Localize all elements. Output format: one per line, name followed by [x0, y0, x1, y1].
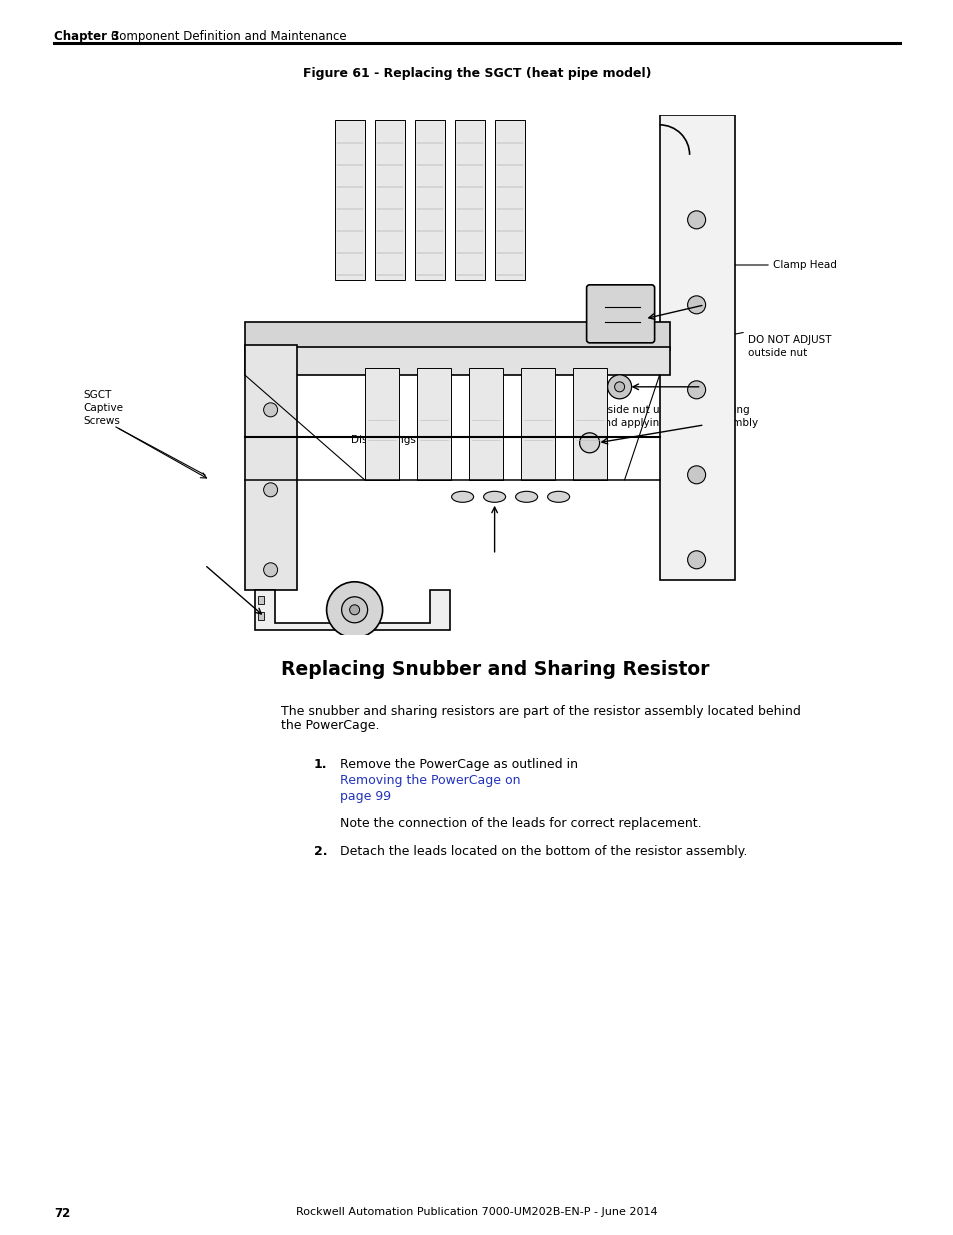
Bar	[375, 120, 404, 280]
Text: Figure 61 - Replacing the SGCT (heat pipe model): Figure 61 - Replacing the SGCT (heat pip…	[302, 67, 651, 80]
Text: Rockwell Automation Publication 7000-UM202B-EN-P - June 2014: Rockwell Automation Publication 7000-UM2…	[295, 1207, 658, 1216]
Bar	[494, 120, 524, 280]
Text: the PowerCage.: the PowerCage.	[281, 719, 379, 732]
Bar	[572, 368, 606, 480]
Bar	[244, 345, 296, 590]
Circle shape	[341, 597, 367, 622]
Text: Inside nut used for loosening
and applying load to assembly: Inside nut used for loosening and applyi…	[598, 405, 758, 429]
Bar	[244, 322, 669, 350]
Ellipse shape	[451, 492, 473, 503]
Text: 2.: 2.	[314, 845, 327, 858]
Text: Clamp Head: Clamp Head	[772, 261, 836, 270]
Bar	[257, 595, 263, 604]
Text: Component Definition and Maintenance: Component Definition and Maintenance	[111, 30, 346, 43]
Text: The snubber and sharing resistors are part of the resistor assembly located behi: The snubber and sharing resistors are pa…	[281, 705, 800, 718]
Circle shape	[614, 382, 624, 391]
Bar	[416, 368, 450, 480]
Bar	[364, 368, 398, 480]
Circle shape	[607, 374, 631, 399]
Text: DO NOT ADJUST
outside nut: DO NOT ADJUST outside nut	[747, 335, 831, 358]
Circle shape	[687, 380, 705, 399]
Text: SGCT
Captive
Screws: SGCT Captive Screws	[83, 390, 123, 426]
FancyBboxPatch shape	[586, 285, 654, 343]
Bar	[455, 120, 484, 280]
Text: Chapter 3: Chapter 3	[54, 30, 119, 43]
Ellipse shape	[515, 492, 537, 503]
Text: Note the connection of the leads for correct replacement.: Note the connection of the leads for cor…	[339, 818, 700, 830]
Text: Remove the PowerCage as outlined in: Remove the PowerCage as outlined in	[339, 758, 581, 771]
Circle shape	[263, 403, 277, 417]
Bar	[415, 120, 444, 280]
Bar	[244, 347, 669, 375]
Text: Detach the leads located on the bottom of the resistor assembly.: Detach the leads located on the bottom o…	[339, 845, 746, 858]
Bar	[335, 120, 364, 280]
Text: Disc Springs: Disc Springs	[350, 435, 415, 445]
Bar	[520, 368, 554, 480]
Text: .: .	[382, 790, 387, 803]
Circle shape	[263, 483, 277, 496]
Circle shape	[349, 605, 359, 615]
Circle shape	[579, 432, 599, 453]
Text: Replacing Snubber and Sharing Resistor: Replacing Snubber and Sharing Resistor	[281, 659, 709, 679]
Text: Removing the PowerCage on: Removing the PowerCage on	[339, 774, 520, 787]
Circle shape	[687, 296, 705, 314]
Text: 72: 72	[54, 1207, 71, 1220]
Bar	[468, 368, 502, 480]
Ellipse shape	[547, 492, 569, 503]
Circle shape	[687, 551, 705, 569]
Bar	[257, 611, 263, 620]
Bar	[659, 115, 734, 579]
Circle shape	[326, 582, 382, 637]
Polygon shape	[254, 590, 449, 630]
Circle shape	[263, 563, 277, 577]
Circle shape	[687, 211, 705, 228]
Circle shape	[687, 466, 705, 484]
Text: 1.: 1.	[314, 758, 327, 771]
Text: page 99: page 99	[339, 790, 391, 803]
Ellipse shape	[483, 492, 505, 503]
